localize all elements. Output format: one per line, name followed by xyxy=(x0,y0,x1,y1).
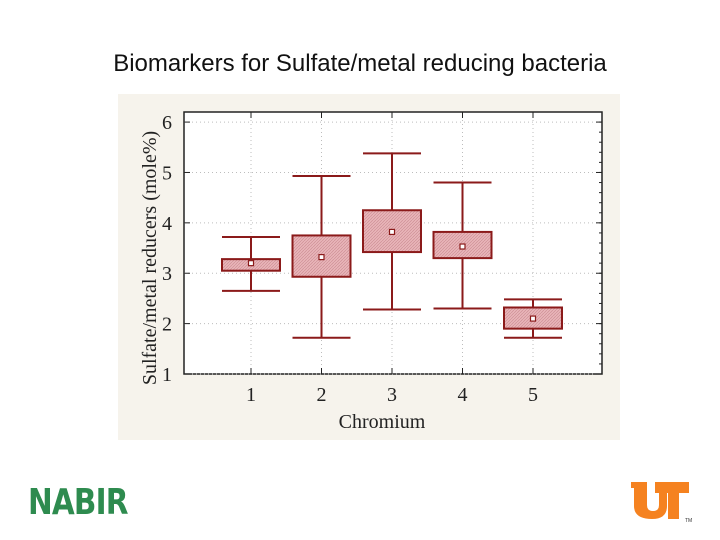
box-1 xyxy=(221,235,281,292)
box-body xyxy=(362,209,422,254)
y-tick-label: 6 xyxy=(162,112,172,134)
x-tick-label: 3 xyxy=(387,384,397,406)
x-tick-label: 2 xyxy=(317,384,327,406)
ut-logo: TM xyxy=(631,482,692,524)
box-2 xyxy=(291,174,352,339)
box-body xyxy=(432,230,493,260)
mean-marker xyxy=(318,254,325,261)
mean-marker xyxy=(529,315,537,322)
tick-marks xyxy=(184,111,602,375)
ut-logo-u-shape xyxy=(631,482,667,519)
box-plot-chart: 1 2 3 4 5 6 1 2 3 4 5 Chromium Sulfate/metal redu… xyxy=(139,111,603,433)
x-axis-title: Chromium xyxy=(339,411,426,433)
box-4 xyxy=(432,181,493,310)
mean-marker xyxy=(459,243,466,250)
y-tick-label: 1 xyxy=(162,364,172,386)
chart-panel: 1 2 3 4 5 6 1 2 3 4 5 Chromium Sulfate/metal redu… xyxy=(118,94,620,440)
ut-logo-trademark: TM xyxy=(685,518,692,524)
box-series xyxy=(221,152,563,339)
slide-title: Biomarkers for Sulfate/metal reducing ba… xyxy=(113,50,607,77)
y-tick-label: 2 xyxy=(162,314,172,336)
y-tick-label: 5 xyxy=(162,162,172,184)
box-3 xyxy=(362,152,422,311)
y-tick-label: 3 xyxy=(162,263,172,285)
x-tick-labels: 1 2 3 4 5 xyxy=(246,384,538,406)
nabir-logo: NABIR xyxy=(28,482,128,523)
y-axis-title: Sulfate/metal reducers (mole%) xyxy=(139,131,161,385)
box-5 xyxy=(503,298,563,339)
x-tick-label: 4 xyxy=(458,384,468,406)
y-tick-label: 4 xyxy=(162,213,172,235)
mean-marker xyxy=(247,260,255,267)
x-tick-label: 5 xyxy=(528,384,538,406)
ut-logo-t-shape xyxy=(655,482,689,519)
x-tick-label: 1 xyxy=(246,384,256,406)
mean-marker xyxy=(388,228,396,236)
y-tick-labels: 1 2 3 4 5 6 xyxy=(162,112,172,386)
